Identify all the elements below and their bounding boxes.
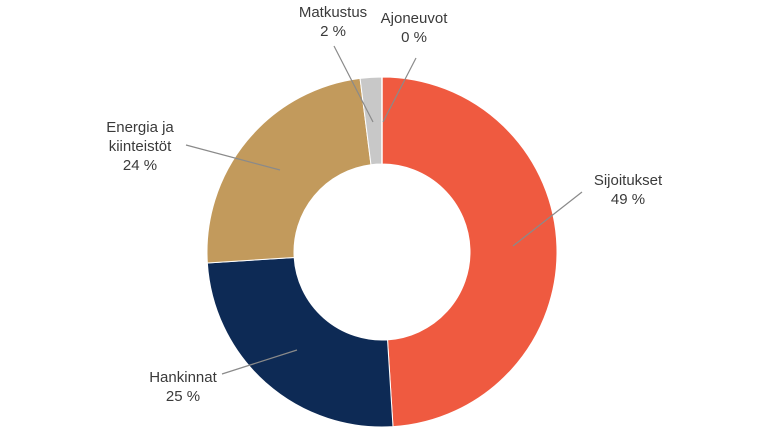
slice-value: 49 % xyxy=(610,191,646,208)
label-ajoneuvot: Ajoneuvot 0 % xyxy=(381,9,448,47)
slice-sijoitukset xyxy=(381,76,558,428)
label-sijoitukset: Sijoitukset 49 % xyxy=(594,171,662,209)
slice-value: 24 % xyxy=(122,157,158,174)
label-energia: Energia ja kiinteistöt 24 % xyxy=(106,118,174,175)
slice-value: 0 % xyxy=(401,29,427,46)
slice-energia-ja-kiinteistöt xyxy=(206,77,372,264)
leader-line-sijoitukset xyxy=(512,191,583,247)
leader-line-ajoneuvot xyxy=(382,57,417,123)
slice-label-line-2: kiinteistöt xyxy=(108,138,172,155)
slice-hankinnat xyxy=(206,256,394,428)
leader-line-hankinnat xyxy=(221,349,298,375)
slice-value: 2 % xyxy=(320,23,346,40)
label-hankinnat: Hankinnat 25 % xyxy=(149,368,217,406)
slice-value: 25 % xyxy=(165,388,201,405)
label-matkustus: Matkustus 2 % xyxy=(299,3,367,41)
slice-label: Ajoneuvot xyxy=(380,10,448,27)
slice-label: Sijoitukset xyxy=(593,172,663,189)
leader-line-matkustus xyxy=(333,45,374,123)
leader-line-energia xyxy=(185,144,281,171)
slice-label: Matkustus xyxy=(298,4,368,21)
slice-label: Hankinnat xyxy=(149,369,217,386)
slice-label-line-1: Energia ja xyxy=(106,119,174,136)
